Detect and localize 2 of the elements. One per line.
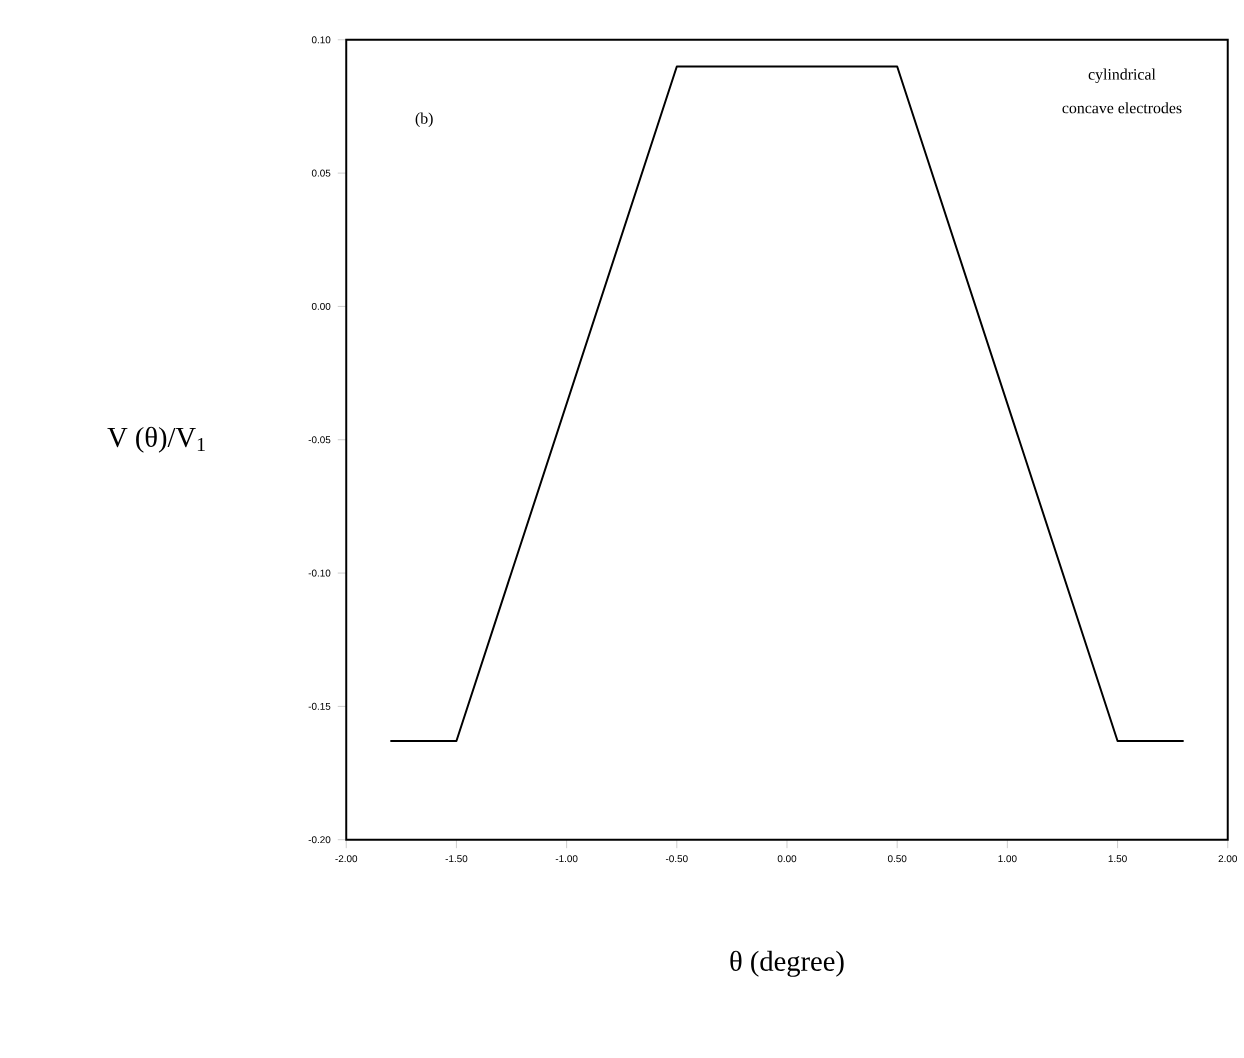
x-axis-title: θ (degree) [730, 950, 844, 977]
y-axis-title: V (θ)/V$_{1}$ [107, 426, 205, 453]
